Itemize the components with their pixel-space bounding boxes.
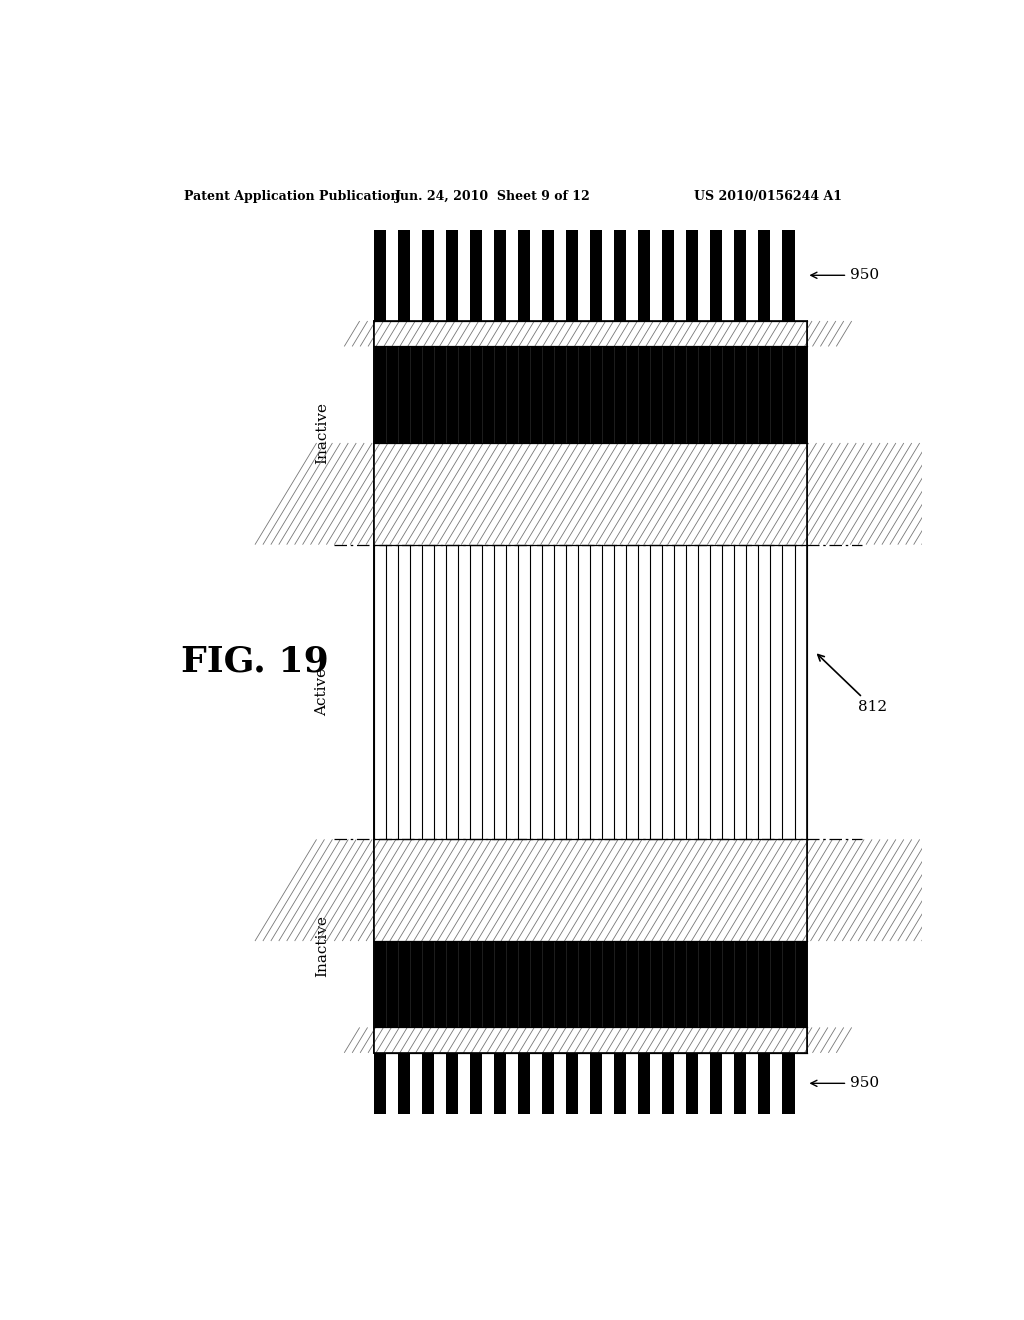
Text: FIG. 19: FIG. 19 <box>181 644 329 678</box>
Bar <box>374 346 807 444</box>
Bar <box>374 321 807 1053</box>
Bar <box>374 840 807 941</box>
Bar <box>590 230 602 321</box>
Text: Inactive: Inactive <box>315 915 330 977</box>
Bar <box>663 230 675 321</box>
Bar <box>759 230 770 321</box>
Bar <box>734 1053 746 1114</box>
Bar <box>663 1053 675 1114</box>
Bar <box>374 230 386 321</box>
Text: 950: 950 <box>811 1076 880 1090</box>
Bar <box>506 230 518 321</box>
Bar <box>482 230 495 321</box>
Bar <box>495 230 506 321</box>
Bar <box>458 230 470 321</box>
Bar <box>782 230 795 321</box>
Bar <box>530 230 543 321</box>
Bar <box>446 1053 458 1114</box>
Bar <box>759 1053 770 1114</box>
Bar <box>458 1053 470 1114</box>
Bar <box>518 1053 530 1114</box>
Bar <box>579 230 590 321</box>
Text: Jun. 24, 2010  Sheet 9 of 12: Jun. 24, 2010 Sheet 9 of 12 <box>395 190 591 202</box>
Bar <box>590 1053 602 1114</box>
Bar <box>543 230 554 321</box>
Bar <box>795 230 807 321</box>
Bar <box>566 230 579 321</box>
Bar <box>554 1053 566 1114</box>
Bar <box>410 230 422 321</box>
Bar <box>686 1053 698 1114</box>
Bar <box>386 230 398 321</box>
Text: Patent Application Publication: Patent Application Publication <box>183 190 399 202</box>
Bar <box>374 444 807 545</box>
Bar <box>734 230 746 321</box>
Bar <box>470 1053 482 1114</box>
Bar <box>579 1053 590 1114</box>
Bar <box>434 1053 446 1114</box>
Text: Active: Active <box>315 668 330 715</box>
Bar <box>470 230 482 321</box>
Bar <box>686 230 698 321</box>
Text: 812: 812 <box>818 655 887 714</box>
Bar <box>398 230 410 321</box>
Bar <box>543 1053 554 1114</box>
Bar <box>795 1053 807 1114</box>
Bar <box>746 1053 759 1114</box>
Bar <box>675 1053 686 1114</box>
Bar <box>770 1053 782 1114</box>
Text: 950: 950 <box>811 268 880 282</box>
Bar <box>518 230 530 321</box>
Bar <box>398 1053 410 1114</box>
Bar <box>434 230 446 321</box>
Bar <box>566 1053 579 1114</box>
Bar <box>770 230 782 321</box>
Bar <box>410 1053 422 1114</box>
Bar <box>722 230 734 321</box>
Bar <box>386 1053 398 1114</box>
Bar <box>675 230 686 321</box>
Text: US 2010/0156244 A1: US 2010/0156244 A1 <box>694 190 842 202</box>
Bar <box>722 1053 734 1114</box>
Text: Inactive: Inactive <box>315 401 330 463</box>
Bar <box>650 1053 663 1114</box>
Bar <box>711 1053 722 1114</box>
Bar <box>638 230 650 321</box>
Bar <box>422 230 434 321</box>
Bar <box>650 230 663 321</box>
Bar <box>374 321 807 1053</box>
Bar <box>374 1027 807 1053</box>
Bar <box>627 230 638 321</box>
Bar <box>746 230 759 321</box>
Bar <box>698 1053 711 1114</box>
Bar <box>374 545 807 840</box>
Bar <box>627 1053 638 1114</box>
Bar <box>374 941 807 1027</box>
Bar <box>530 1053 543 1114</box>
Bar <box>495 1053 506 1114</box>
Bar <box>446 230 458 321</box>
Bar <box>374 1053 386 1114</box>
Bar <box>698 230 711 321</box>
Bar <box>614 230 627 321</box>
Bar <box>602 230 614 321</box>
Bar <box>482 1053 495 1114</box>
Bar <box>614 1053 627 1114</box>
Bar <box>374 321 807 346</box>
Bar <box>422 1053 434 1114</box>
Bar <box>638 1053 650 1114</box>
Bar <box>554 230 566 321</box>
Bar <box>602 1053 614 1114</box>
Bar <box>711 230 722 321</box>
Bar <box>782 1053 795 1114</box>
Bar <box>506 1053 518 1114</box>
